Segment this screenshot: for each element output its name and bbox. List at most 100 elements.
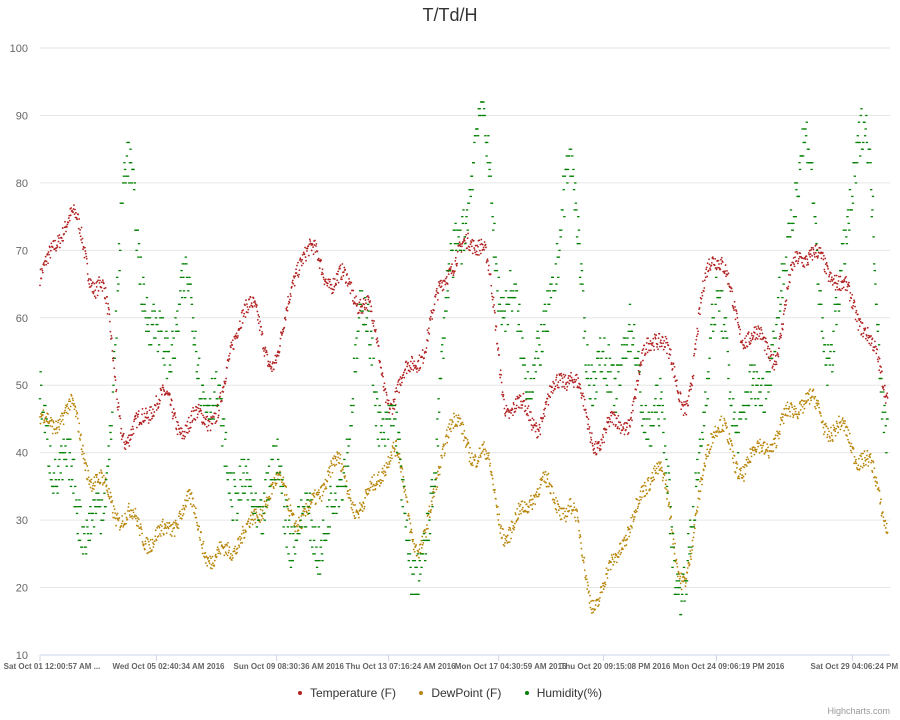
data-point	[683, 401, 685, 403]
data-point	[552, 380, 555, 383]
data-point	[238, 546, 241, 548]
data-point	[313, 244, 316, 246]
data-point	[228, 354, 230, 357]
data-point	[466, 438, 469, 441]
data-point	[544, 310, 548, 312]
data-point	[61, 412, 64, 415]
data-point	[513, 296, 517, 299]
data-point	[180, 427, 183, 430]
data-point	[878, 357, 881, 360]
data-point	[189, 421, 192, 424]
data-point	[218, 541, 221, 544]
data-point	[153, 310, 157, 312]
data-point	[865, 463, 867, 466]
data-point	[864, 328, 866, 331]
data-point	[47, 413, 49, 415]
data-point	[68, 219, 71, 222]
data-point	[651, 341, 654, 344]
data-point	[170, 398, 173, 401]
data-point	[749, 364, 752, 366]
data-point	[548, 290, 551, 292]
data-point	[767, 446, 769, 449]
data-point	[781, 419, 784, 422]
data-point	[379, 431, 383, 434]
data-point	[45, 263, 48, 266]
data-point	[532, 426, 535, 429]
data-point	[171, 330, 174, 332]
data-point	[197, 377, 200, 380]
data-point	[331, 288, 334, 291]
data-point	[854, 305, 856, 308]
data-point	[359, 298, 362, 301]
data-point	[686, 567, 689, 569]
data-point	[252, 297, 255, 300]
data-point	[523, 399, 526, 402]
data-point	[626, 337, 629, 339]
data-point	[715, 431, 718, 434]
data-point	[365, 491, 367, 493]
data-point	[817, 283, 820, 285]
data-point	[479, 243, 482, 246]
data-point	[501, 536, 503, 539]
data-point	[731, 457, 734, 460]
data-point	[703, 462, 706, 465]
data-point	[856, 466, 858, 469]
data-point	[393, 408, 396, 410]
data-point	[658, 345, 661, 348]
data-point	[381, 471, 383, 473]
data-point	[845, 236, 848, 238]
data-point	[326, 506, 329, 508]
data-point	[862, 332, 865, 335]
data-point	[149, 547, 151, 550]
data-point	[101, 519, 105, 521]
data-point	[709, 448, 712, 450]
data-point	[826, 265, 829, 268]
data-point	[843, 263, 847, 265]
data-point	[658, 404, 661, 407]
data-point	[194, 419, 197, 421]
data-point	[739, 418, 743, 420]
data-point	[87, 278, 90, 280]
data-point	[405, 519, 409, 521]
data-point	[665, 479, 667, 482]
data-point	[779, 423, 782, 426]
data-point	[815, 399, 818, 402]
data-point	[405, 360, 408, 363]
data-point	[618, 427, 621, 430]
data-point	[101, 476, 104, 479]
data-point	[244, 316, 247, 318]
data-point	[712, 257, 715, 260]
data-point	[874, 480, 877, 483]
data-point	[557, 381, 560, 384]
data-point	[135, 517, 137, 520]
data-point	[121, 435, 124, 438]
data-point	[39, 268, 42, 271]
data-point	[753, 326, 756, 329]
data-point	[733, 454, 736, 457]
data-point	[720, 430, 723, 433]
data-point	[607, 421, 610, 423]
data-point	[71, 458, 75, 461]
data-point	[267, 465, 271, 467]
data-point	[684, 400, 687, 403]
data-point	[226, 544, 229, 547]
data-point	[169, 393, 171, 395]
data-point	[652, 425, 655, 427]
data-point	[719, 290, 723, 292]
data-point	[774, 434, 777, 437]
data-point	[850, 306, 853, 309]
data-point	[609, 568, 612, 571]
data-point	[83, 452, 85, 455]
data-point	[397, 453, 400, 456]
data-point	[612, 404, 616, 407]
data-point	[870, 216, 873, 218]
data-point	[242, 529, 245, 532]
data-point	[773, 368, 776, 371]
data-point	[573, 209, 576, 211]
data-point	[846, 209, 850, 211]
data-point	[410, 531, 413, 534]
data-point	[98, 499, 101, 501]
data-point	[240, 537, 243, 540]
data-point	[355, 337, 358, 339]
data-point	[732, 306, 735, 308]
